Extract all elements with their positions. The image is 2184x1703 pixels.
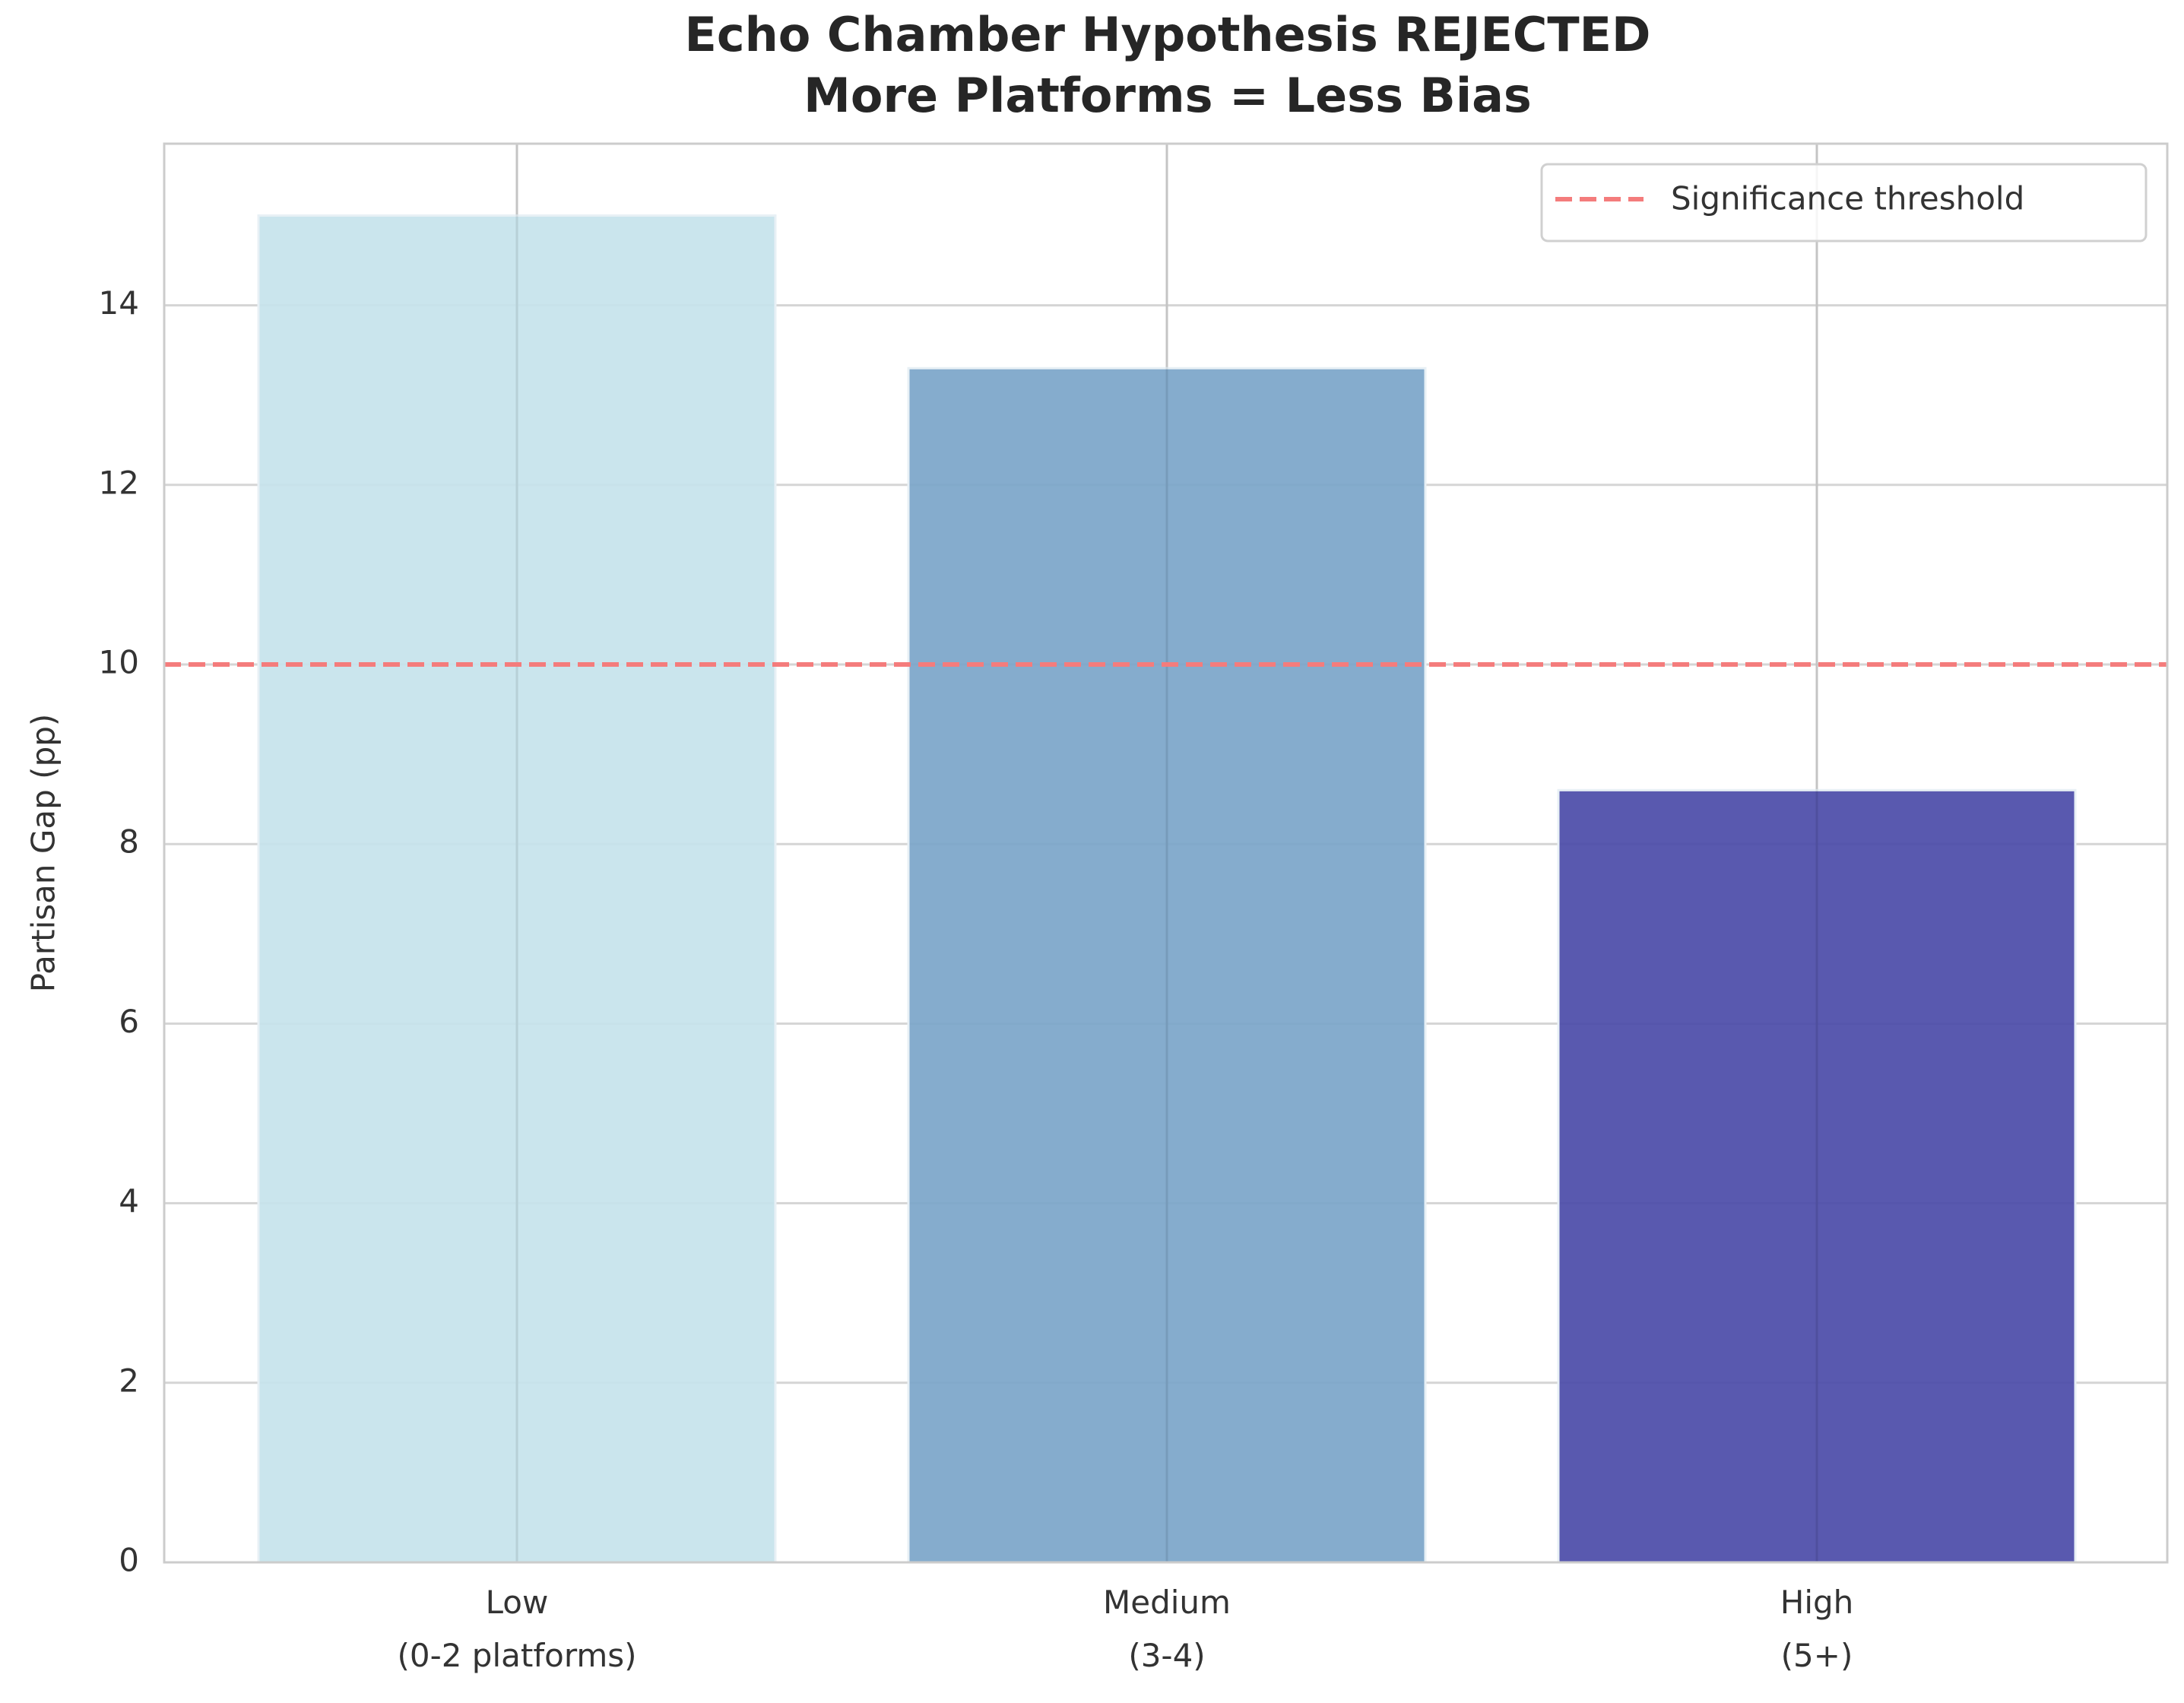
chart-subtitle: More Platforms = Less Bias [804, 68, 1532, 123]
plot-frame [163, 142, 2169, 1564]
chart-title: Echo Chamber Hypothesis REJECTED [685, 7, 1651, 62]
y-tick-label: 12 [99, 464, 139, 501]
bar [907, 366, 1427, 1564]
y-tick-label: 4 [119, 1182, 139, 1219]
y-axis-label: Partisan Gap (pp) [25, 714, 62, 993]
y-tick-label: 2 [119, 1362, 139, 1399]
bar [257, 214, 777, 1564]
x-tick-label: High (5+) [1780, 1584, 1854, 1674]
legend-label: Significance threshold [1671, 180, 2024, 217]
y-tick-label: 10 [99, 643, 139, 680]
y-tick-label: 8 [119, 823, 139, 861]
legend-box [1540, 163, 2148, 243]
x-tick-label: Low (0-2 platforms) [397, 1584, 636, 1674]
x-tick-label: Medium (3-4) [1103, 1584, 1231, 1674]
y-tick-label: 14 [99, 284, 139, 322]
y-tick-label: 0 [119, 1542, 139, 1579]
y-tick-label: 6 [119, 1003, 139, 1040]
